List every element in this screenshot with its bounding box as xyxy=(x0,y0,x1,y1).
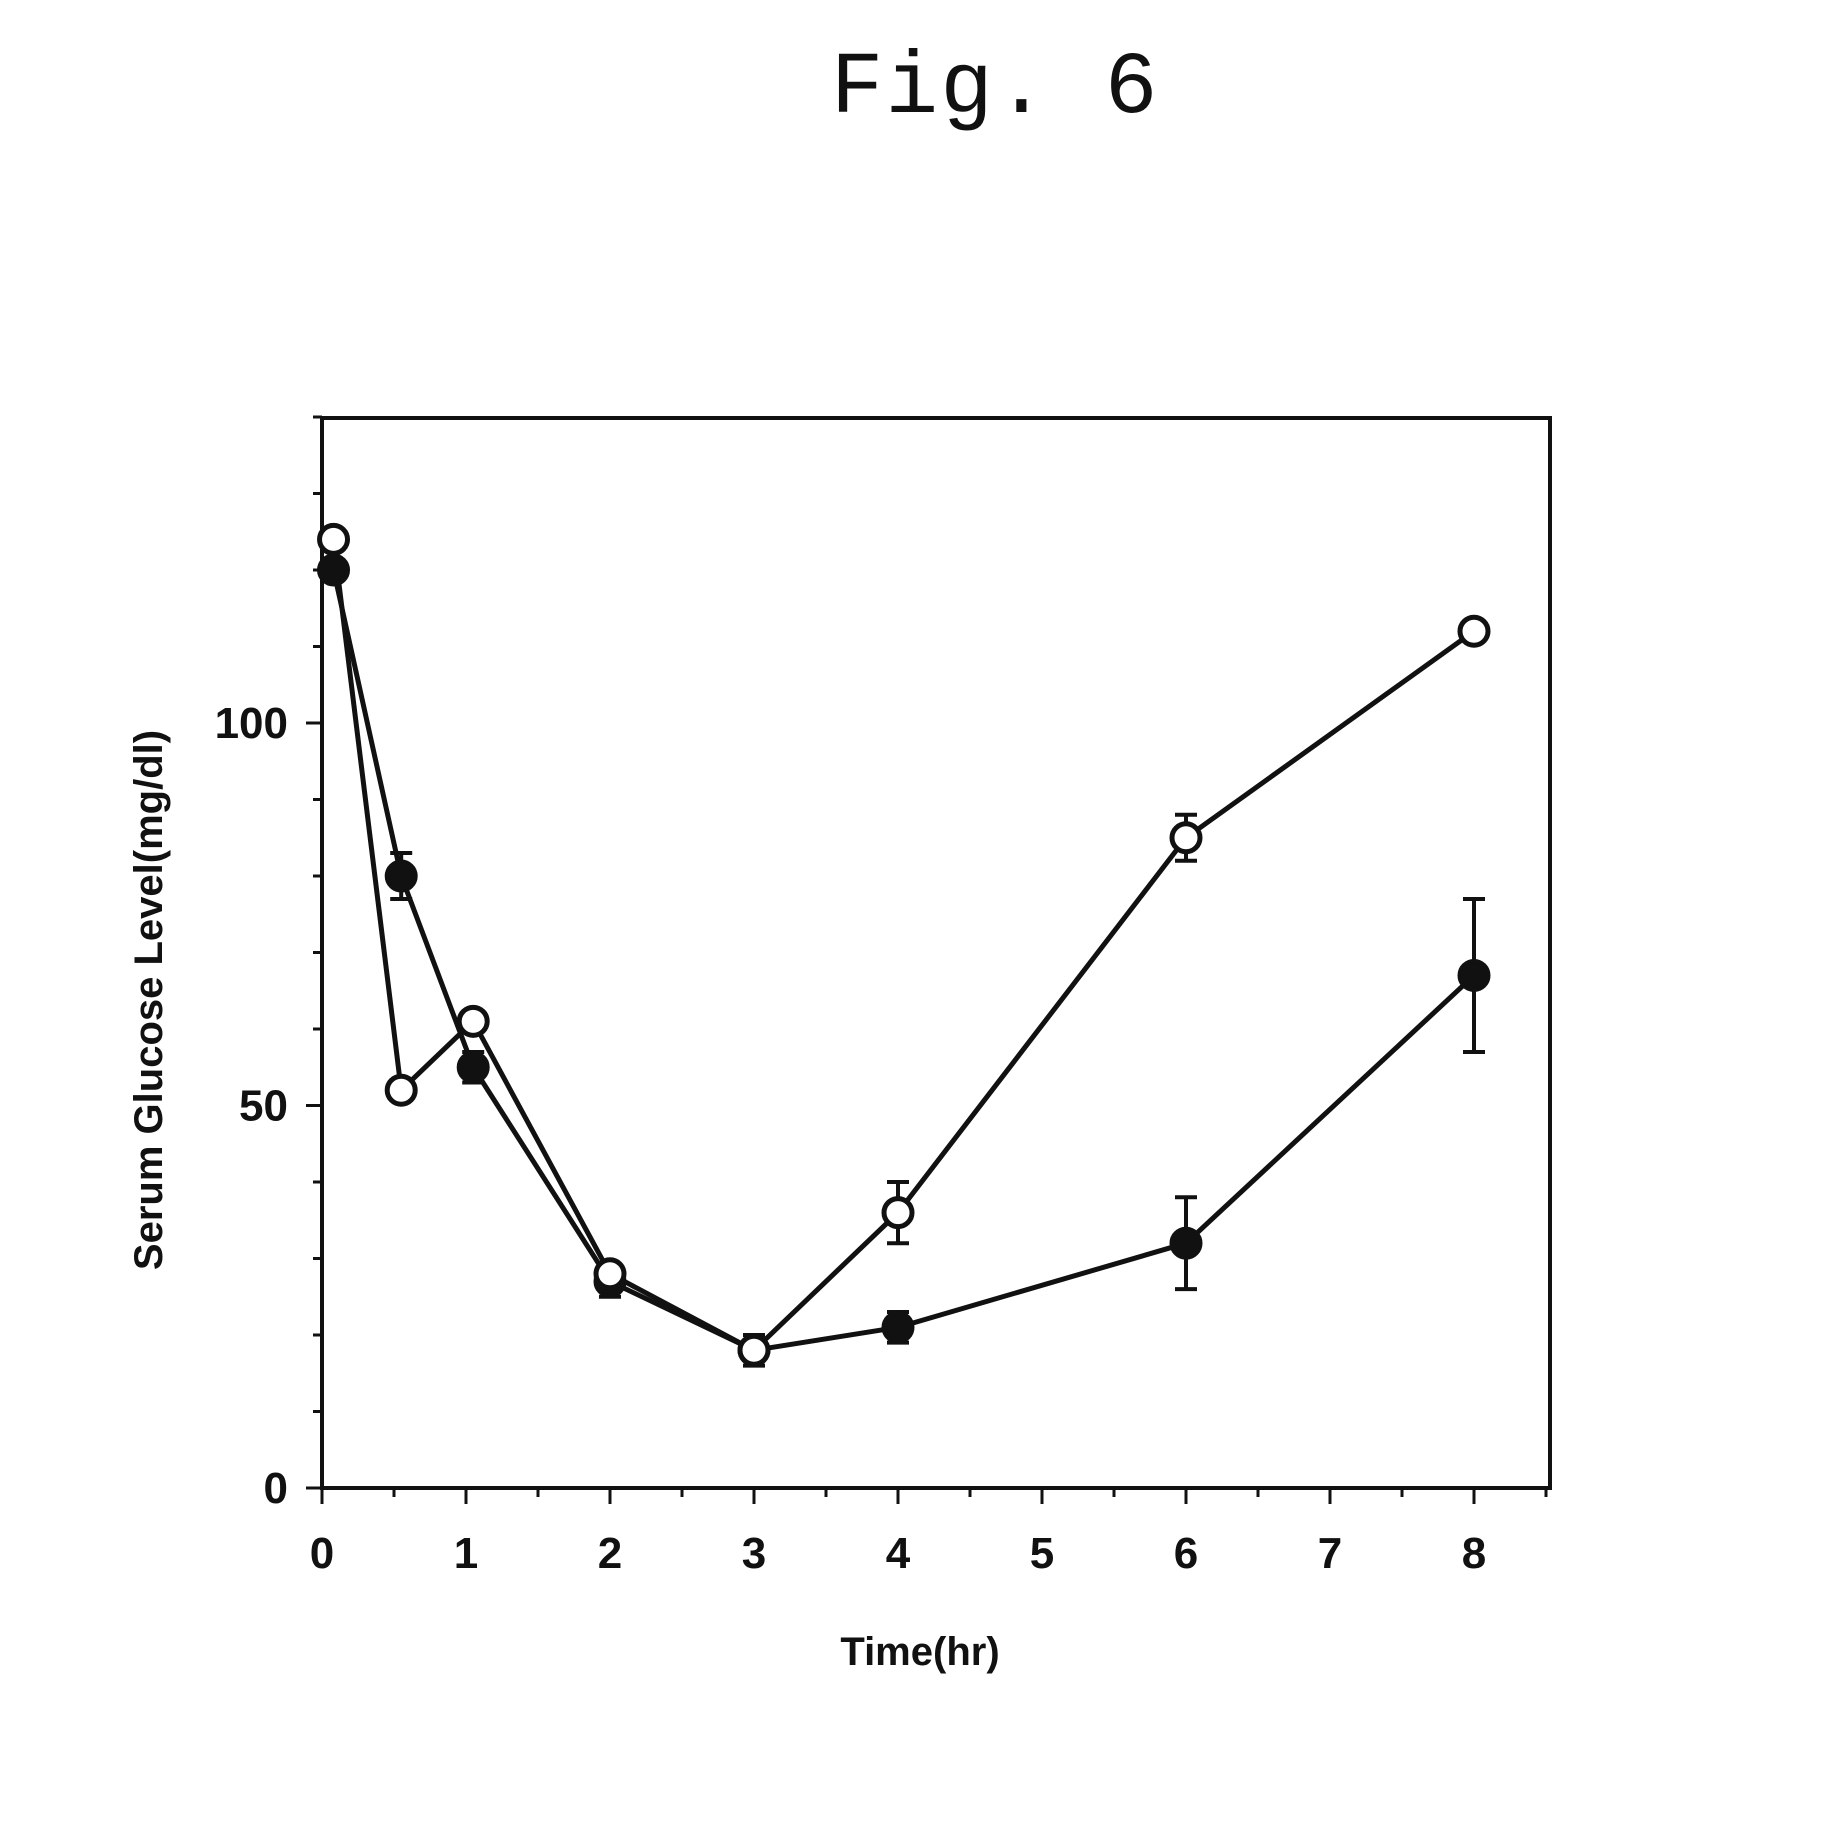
x-tick-label: 1 xyxy=(454,1529,478,1578)
x-tick-label: 3 xyxy=(742,1529,766,1578)
x-tick-label: 0 xyxy=(310,1529,334,1578)
data-point xyxy=(456,1004,490,1038)
x-tick-label: 7 xyxy=(1318,1529,1342,1578)
x-tick-label: 4 xyxy=(886,1529,911,1578)
x-tick-label: 8 xyxy=(1462,1529,1486,1578)
y-tick-label: 100 xyxy=(215,699,288,748)
x-axis-title: Time(hr) xyxy=(840,1630,999,1674)
series-2 xyxy=(317,522,1491,1367)
data-point xyxy=(881,1196,915,1230)
data-point xyxy=(317,553,351,587)
data-point xyxy=(1169,1226,1203,1260)
data-point xyxy=(737,1333,771,1367)
y-tick-label: 0 xyxy=(264,1464,288,1513)
y-axis-title: Serum Glucose Level(mg/dl) xyxy=(127,730,171,1270)
series-line xyxy=(331,539,1476,1353)
data-point xyxy=(1457,614,1491,648)
plot-frame xyxy=(320,416,1552,1490)
axes: 0 1 2 3 4 5 6 7 8 0 50 100 xyxy=(215,415,1552,1578)
data-point xyxy=(384,1073,418,1107)
data-point xyxy=(593,1257,627,1291)
data-point xyxy=(456,1050,490,1084)
series-line xyxy=(331,569,1476,1353)
y-tick-label: 50 xyxy=(239,1082,288,1131)
data-point xyxy=(1169,821,1203,855)
data-point xyxy=(881,1310,915,1344)
data-point xyxy=(1457,958,1491,992)
figure-title: Fig. 6 xyxy=(830,40,1160,139)
data-point xyxy=(317,522,351,556)
data-point xyxy=(384,859,418,893)
x-tick-label: 2 xyxy=(598,1529,622,1578)
x-tick-label: 6 xyxy=(1174,1529,1198,1578)
series-layer xyxy=(317,522,1491,1368)
x-tick-label: 5 xyxy=(1030,1529,1054,1578)
